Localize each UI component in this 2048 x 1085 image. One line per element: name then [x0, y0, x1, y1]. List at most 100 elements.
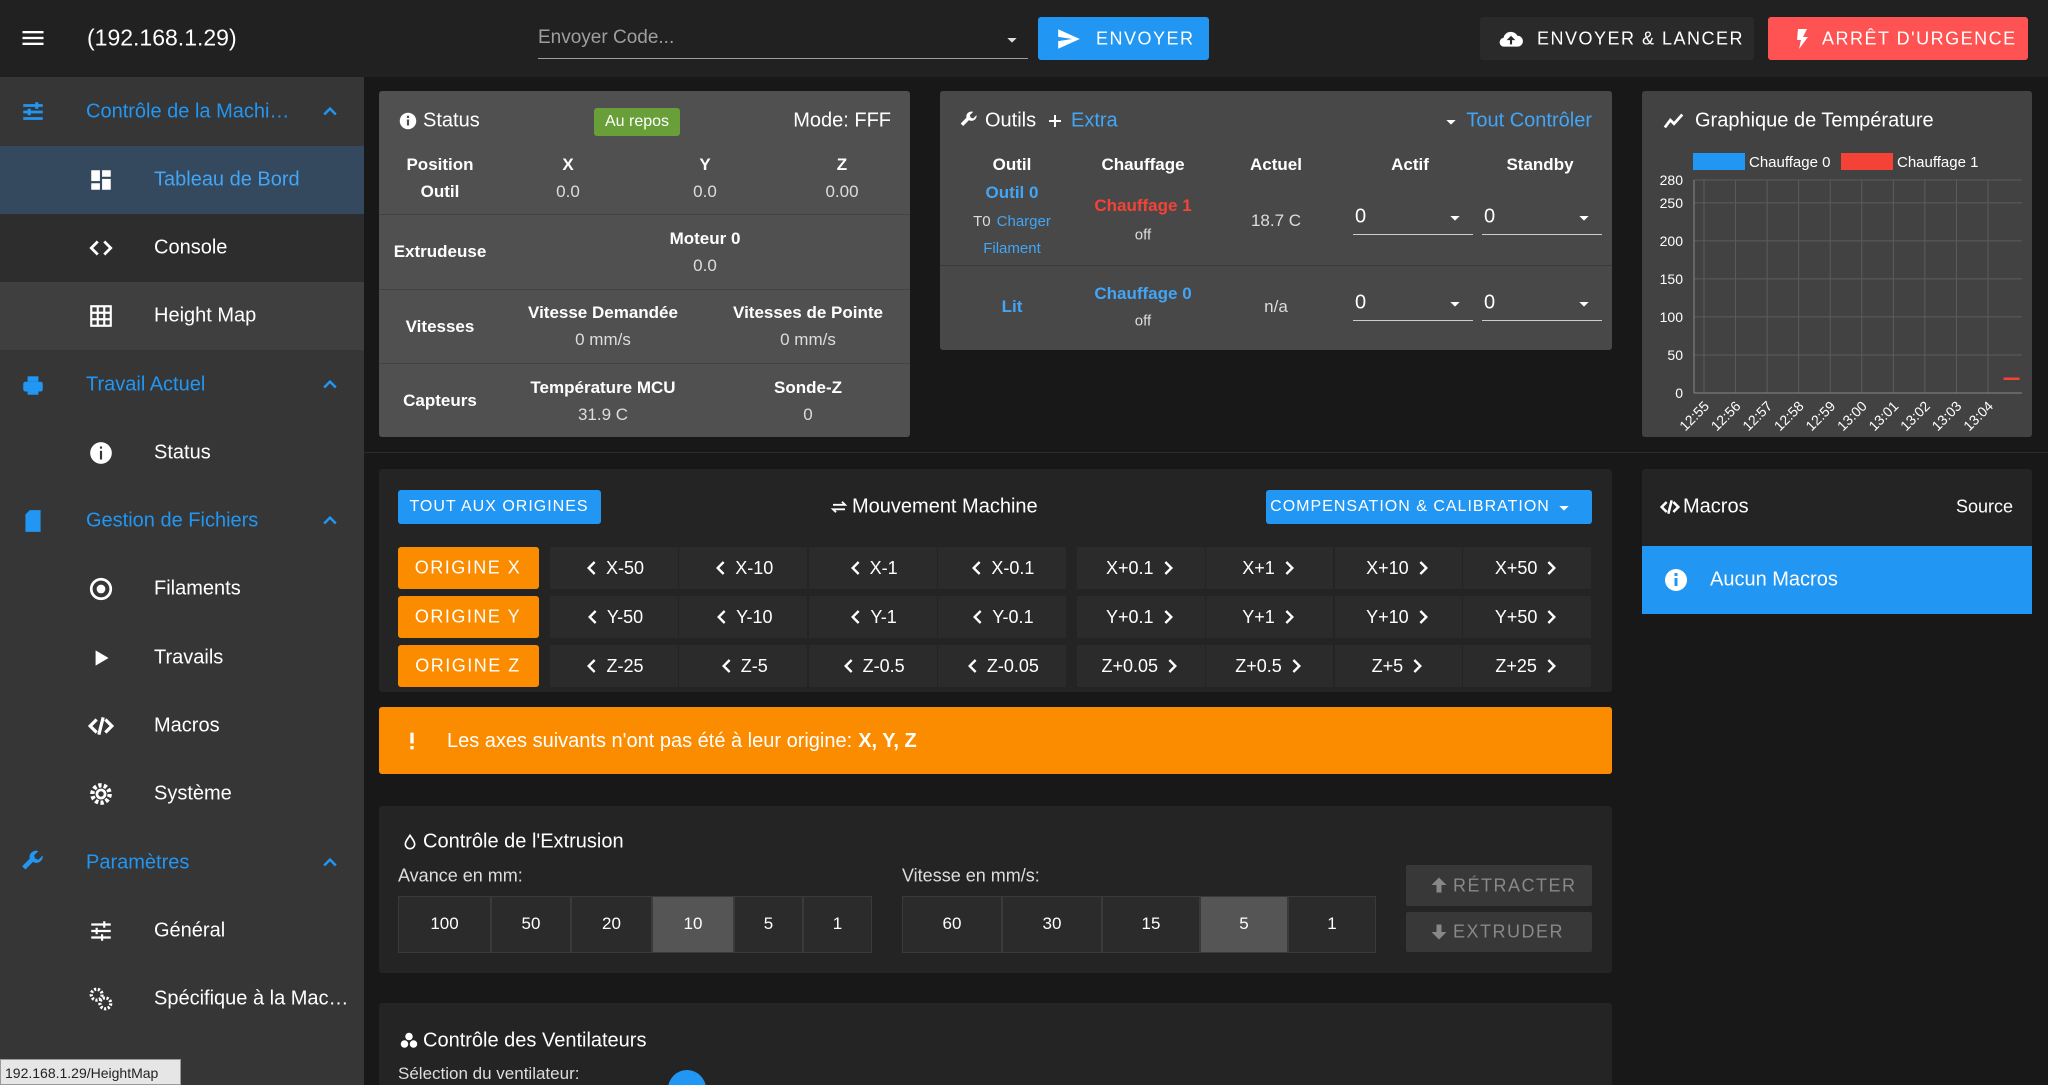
select[interactable]	[1482, 285, 1602, 321]
fan-icon	[400, 1032, 418, 1048]
emergency-button[interactable]	[1768, 17, 2028, 60]
label[interactable]: Tout Contrôler	[1466, 109, 1592, 132]
jog-button[interactable]: Y+50	[1463, 596, 1591, 638]
fan-icon-part	[409, 1040, 418, 1048]
label[interactable]: Chauffage 1	[1094, 196, 1192, 215]
send-button[interactable]	[1038, 17, 1209, 60]
jog-button[interactable]: Z-25	[550, 645, 678, 687]
label: 31.9 C	[577, 405, 629, 424]
nav-item[interactable]	[0, 214, 364, 282]
row-divider	[379, 214, 910, 215]
label: Paramètres	[86, 851, 190, 874]
chevron	[587, 561, 596, 575]
nav-item[interactable]	[0, 146, 364, 214]
home-axis-button[interactable]	[398, 596, 539, 638]
jog-button[interactable]: Z+0.5	[1205, 645, 1334, 687]
row-divider	[940, 265, 1612, 266]
upload-button[interactable]	[1480, 17, 1754, 60]
label: Les axes suivants n'ont pas été à leur o…	[447, 730, 853, 752]
amount-button[interactable]	[652, 896, 734, 953]
chevron-part	[716, 561, 725, 575]
home-axis-button[interactable]	[398, 645, 539, 687]
label: Vitesse en mm/s:	[902, 865, 1040, 886]
label: Contrôle de la Machi…	[86, 100, 290, 123]
amount-button[interactable]	[1102, 896, 1200, 953]
chevron	[1168, 659, 1177, 673]
select[interactable]	[1353, 285, 1473, 321]
select[interactable]	[1482, 199, 1602, 235]
nav-icon-part	[89, 577, 113, 601]
jog-button[interactable]: Y+0.1	[1077, 596, 1205, 638]
chevron	[1285, 610, 1294, 624]
label[interactable]: Source	[1955, 496, 2013, 517]
jog-button[interactable]: X+50	[1463, 547, 1591, 589]
chevron	[1419, 561, 1428, 575]
macros-card	[1642, 469, 2032, 547]
label: 5	[763, 914, 774, 933]
label[interactable]: Outil 0	[985, 183, 1039, 202]
drop-icon	[404, 833, 416, 850]
label: Z-5	[740, 655, 768, 676]
amount-button[interactable]	[571, 896, 652, 953]
caret-icon	[1446, 120, 1456, 125]
jog-button[interactable]: X-0.1	[937, 547, 1066, 589]
label: X+1	[1242, 557, 1275, 578]
jog-button[interactable]: Y+10	[1334, 596, 1463, 638]
jog-button[interactable]: Z-0.05	[937, 645, 1066, 687]
chevron-part	[1413, 659, 1423, 673]
info-icon-part	[406, 119, 410, 126]
amount-button[interactable]	[803, 896, 872, 953]
fan-select[interactable]	[668, 1070, 706, 1085]
jog-button[interactable]: Y-10	[679, 596, 808, 638]
amount-button[interactable]	[1200, 896, 1288, 953]
chevron-up-part	[323, 857, 337, 867]
amount-button[interactable]	[1288, 896, 1376, 953]
label[interactable]: Extra	[1071, 109, 1118, 132]
jog-button[interactable]: Z-0.5	[808, 645, 937, 687]
jog-button[interactable]: Z-5	[679, 645, 808, 687]
home-axis-button[interactable]	[398, 547, 539, 589]
jog-button[interactable]: X+1	[1205, 547, 1334, 589]
chart-icon-part	[1663, 113, 1684, 129]
chevron	[973, 610, 982, 624]
nav-item[interactable]	[0, 282, 364, 350]
jog-button[interactable]: Y+1	[1205, 596, 1334, 638]
compensation-button[interactable]	[1266, 490, 1592, 524]
jog-button[interactable]: X+0.1	[1077, 547, 1205, 589]
label: n/a	[1264, 297, 1288, 316]
label[interactable]: Chauffage 0	[1094, 284, 1192, 303]
jog-button[interactable]: Z+5	[1334, 645, 1463, 687]
jog-button[interactable]: Z+0.05	[1077, 645, 1205, 687]
jog-button[interactable]: X-1	[808, 547, 937, 589]
amount-button[interactable]	[1002, 896, 1102, 953]
amount-button[interactable]	[398, 896, 491, 953]
macros-icon-part	[1667, 500, 1673, 514]
jog-button[interactable]: Y-0.1	[937, 596, 1066, 638]
label: 0	[1484, 205, 1496, 228]
jog-button[interactable]: X-50	[550, 547, 678, 589]
amount-button[interactable]	[491, 896, 571, 953]
jog-button[interactable]: X-10	[679, 547, 808, 589]
select[interactable]	[1353, 199, 1473, 235]
group-icon	[23, 102, 43, 120]
label: X	[562, 155, 574, 174]
send-icon	[1058, 29, 1080, 49]
label[interactable]: Lit	[1001, 297, 1023, 316]
label: Outil	[420, 182, 460, 201]
label: X-10	[735, 557, 774, 578]
jog-button[interactable]: X+10	[1334, 547, 1463, 589]
label: Au repos	[604, 113, 670, 130]
arrow-down	[1431, 924, 1447, 940]
jog-button[interactable]: Z+25	[1463, 645, 1591, 687]
info-icon	[1665, 569, 1687, 591]
jog-button[interactable]: Y-1	[808, 596, 937, 638]
code-input[interactable]	[538, 18, 1028, 59]
home-all-button[interactable]	[398, 490, 601, 524]
chevron-part	[587, 561, 596, 575]
label: Capteurs	[403, 391, 477, 410]
amount-button[interactable]	[734, 896, 803, 953]
amount-button[interactable]	[902, 896, 1002, 953]
label: 20	[602, 914, 621, 933]
label: Moteur 0	[669, 229, 741, 248]
jog-button[interactable]: Y-50	[550, 596, 678, 638]
